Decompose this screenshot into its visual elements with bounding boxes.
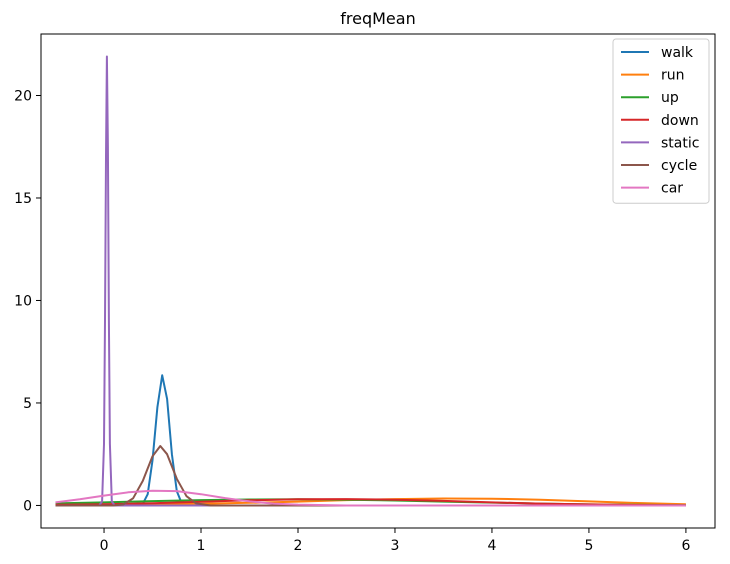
legend-label-run: run — [661, 68, 685, 84]
x-axis: 0 1 2 3 4 5 6 — [100, 528, 690, 554]
legend-label-static: static — [661, 135, 699, 151]
y-tick-label: 5 — [23, 396, 32, 412]
x-tick-label: 3 — [391, 538, 400, 554]
x-tick-label: 5 — [584, 538, 593, 554]
series-line-static — [55, 55, 686, 507]
legend: walk run up down static cycle car — [612, 38, 710, 204]
plot-lines — [55, 55, 686, 507]
legend-label-down: down — [661, 113, 699, 129]
y-tick-label: 20 — [14, 88, 32, 104]
series-line-down — [55, 498, 686, 507]
x-tick-label: 1 — [197, 538, 206, 554]
x-tick-label: 2 — [294, 538, 303, 554]
plot-frame — [40, 33, 716, 529]
legend-box — [612, 38, 710, 204]
x-tick-label: 4 — [487, 538, 496, 554]
y-axis: 0 5 10 15 20 — [14, 88, 41, 514]
legend-label-car: car — [661, 181, 683, 197]
y-tick-label: 10 — [14, 293, 32, 309]
y-tick-label: 0 — [23, 498, 32, 514]
series-line-car — [55, 489, 686, 507]
chart-title: freqMean — [340, 9, 415, 28]
series-line-cycle — [55, 445, 686, 507]
x-tick-label: 0 — [100, 538, 109, 554]
y-tick-label: 15 — [14, 191, 32, 207]
legend-label-walk: walk — [661, 45, 694, 61]
x-tick-label: 6 — [681, 538, 690, 554]
legend-label-cycle: cycle — [661, 158, 697, 174]
legend-label-up: up — [661, 90, 679, 106]
